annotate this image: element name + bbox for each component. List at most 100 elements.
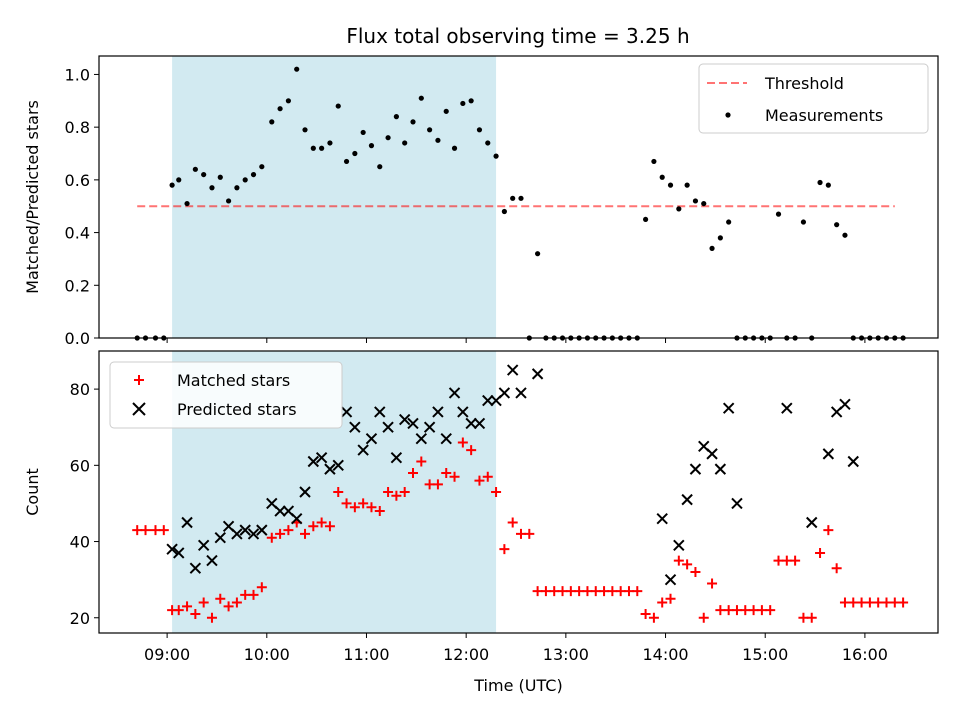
predicted-star-point xyxy=(374,406,386,418)
measurement-point xyxy=(377,164,383,170)
matched-star-point xyxy=(308,521,319,532)
x-axis-label: Time (UTC) xyxy=(473,676,562,695)
measurement-point xyxy=(343,158,350,165)
legend-measurements-swatch xyxy=(725,112,731,118)
predicted-star-point xyxy=(673,539,685,552)
predicted-star-point xyxy=(173,547,185,559)
predicted-star-point xyxy=(197,539,210,552)
matched-star-point xyxy=(408,467,419,478)
predicted-star-point xyxy=(432,406,444,418)
measurement-point xyxy=(360,129,366,136)
legend: Threshold Measurements xyxy=(698,63,929,134)
measurement-point xyxy=(368,143,375,149)
matched-star-point xyxy=(399,487,410,497)
legend: Matched stars Predicted stars xyxy=(109,361,343,429)
count-panel: 20 40 60 80 09:00 10:00 11:00 12:00 13:00 14:00 15… xyxy=(23,350,939,695)
measurement-point xyxy=(327,140,333,146)
matched-star-point xyxy=(324,521,335,532)
measurement-point xyxy=(659,174,665,180)
predicted-star-point xyxy=(457,406,469,418)
measurement-point xyxy=(451,145,458,151)
matched-star-point xyxy=(665,593,676,604)
x-tick-label: 14:00 xyxy=(642,645,688,664)
matched-star-point xyxy=(765,605,776,616)
x-tick-label: 09:00 xyxy=(144,645,190,664)
measurement-point xyxy=(277,106,283,112)
legend-matched-label: Matched stars xyxy=(177,371,290,390)
predicted-star-point xyxy=(206,554,218,567)
predicted-star-point xyxy=(390,451,403,464)
matched-star-point xyxy=(457,437,468,448)
measurement-point xyxy=(418,95,424,101)
measurement-point xyxy=(285,98,291,104)
matched-star-point xyxy=(898,597,909,608)
predicted-star-point xyxy=(531,368,544,380)
measurement-point xyxy=(501,208,507,215)
predicted-star-point xyxy=(315,451,328,464)
matched-star-point xyxy=(466,445,477,456)
predicted-star-point xyxy=(847,455,859,468)
predicted-star-point xyxy=(498,387,511,399)
matched-star-point xyxy=(358,498,369,509)
measurement-point xyxy=(402,140,408,146)
predicted-star-point xyxy=(714,463,727,475)
measurement-point xyxy=(535,251,541,257)
measurement-point xyxy=(209,185,215,191)
matched-star-point xyxy=(690,567,701,578)
predicted-star-point xyxy=(231,528,243,540)
plot-frame xyxy=(98,55,939,339)
matched-star-point xyxy=(491,487,502,497)
measurement-point xyxy=(676,206,682,212)
predicted-star-point xyxy=(349,421,361,433)
matched-star-point xyxy=(215,593,226,604)
y-tick-label: 0.0 xyxy=(65,329,90,348)
y-tick-label: 0.4 xyxy=(65,224,90,243)
predicted-star-point xyxy=(365,432,378,445)
measurement-point xyxy=(651,158,657,165)
y-axis-label: Matched/Predicted stars xyxy=(23,100,42,294)
measurement-point xyxy=(476,127,483,133)
y-tick-label: 0.6 xyxy=(65,171,90,190)
chart-title: Flux total observing time = 3.25 h xyxy=(346,24,689,48)
matched-star-point xyxy=(275,528,286,539)
matched-star-point xyxy=(507,517,518,528)
y-axis-label: Count xyxy=(23,468,42,516)
matched-star-point xyxy=(831,563,842,574)
matched-star-point xyxy=(673,555,684,566)
predicted-star-point xyxy=(781,402,793,414)
matched-star-point xyxy=(790,555,801,566)
legend-predicted-swatch xyxy=(132,402,146,416)
matched-star-point xyxy=(140,525,151,536)
y-tick-label: 0.2 xyxy=(65,276,90,295)
measurement-point xyxy=(269,119,275,125)
matched-star-point xyxy=(248,589,259,600)
predicted-star-point xyxy=(307,455,320,468)
matched-star-point xyxy=(190,608,201,619)
plot-frame xyxy=(98,350,939,634)
measurement-point xyxy=(352,150,358,157)
predicted-star-point xyxy=(189,562,202,574)
predicted-star-point xyxy=(656,512,668,525)
measurement-point xyxy=(825,182,831,188)
measurement-point xyxy=(775,211,782,217)
measurement-point xyxy=(302,127,308,133)
measurement-point xyxy=(217,174,223,180)
measurement-point xyxy=(800,219,807,225)
matched-star-point xyxy=(206,612,217,623)
predicted-star-point xyxy=(440,432,452,445)
matched-star-point xyxy=(416,456,427,467)
measurement-point xyxy=(410,119,416,125)
matched-star-point xyxy=(524,528,535,539)
x-tick-label: 13:00 xyxy=(543,645,589,664)
measurement-point xyxy=(169,182,175,188)
legend-predicted-label: Predicted stars xyxy=(177,400,297,419)
predicted-star-point xyxy=(290,512,303,525)
measurement-point xyxy=(692,198,699,204)
predicted-star-point xyxy=(722,402,735,414)
x-tick-label: 12:00 xyxy=(443,645,489,664)
predicted-star-point xyxy=(398,413,411,426)
measurement-point xyxy=(709,245,715,251)
measurement-point xyxy=(234,185,240,191)
predicted-star-point xyxy=(473,417,486,430)
